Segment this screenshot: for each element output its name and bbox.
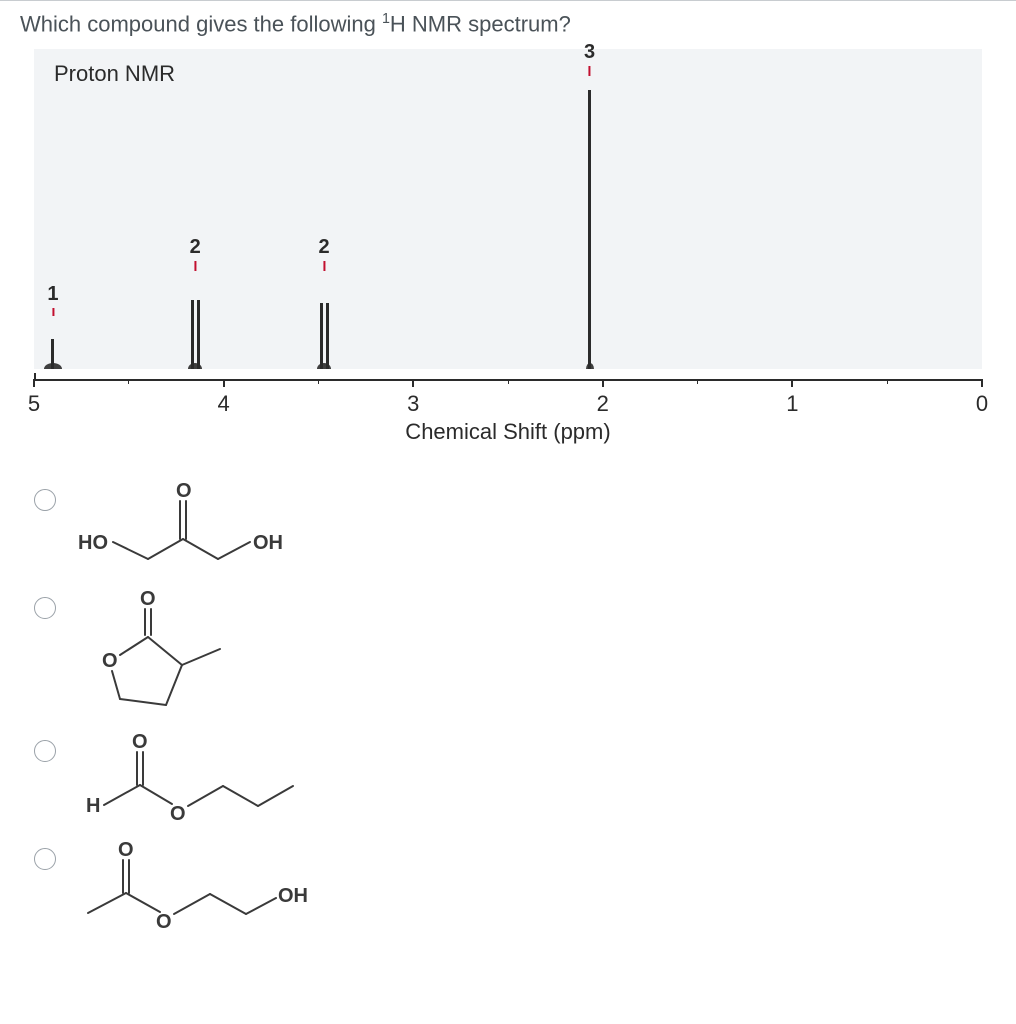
label-O-top-c: O [132,731,148,753]
label-H: H [86,795,100,817]
axis-title: Chemical Shift (ppm) [405,419,610,445]
nmr-peak [320,303,323,369]
nmr-peak [197,300,200,369]
question-super: 1 [382,11,390,27]
axis-tick-label: 2 [597,391,609,417]
radio-d[interactable] [34,848,56,870]
integration-label: 2 [190,236,201,271]
spectrum-title: Proton NMR [54,61,175,87]
axis-tick-label: 3 [407,391,419,417]
nmr-spectrum: Proton NMR 1223 Chemical Shift (ppm) 543… [34,49,982,449]
molecule-a: HO O OH [78,479,318,579]
option-a[interactable]: HO O OH [34,479,982,579]
axis-minor-tick [508,379,509,384]
integration-label: 1 [47,283,58,316]
label-HO: HO [78,532,108,554]
answer-options: HO O OH O [0,479,1016,928]
label-O-center: O [176,480,192,502]
axis-tick-label: 0 [976,391,988,417]
molecule-c: H O O [78,730,328,830]
axis-minor-tick [318,379,319,384]
axis-tick [33,379,35,387]
option-b[interactable]: O O [34,587,982,722]
integration-label: 2 [319,236,330,271]
question-suffix: H NMR spectrum? [390,11,571,36]
label-O-ester-d: O [156,911,172,928]
axis-tick [602,379,604,387]
question-stem: Which compound gives the following 1H NM… [0,1,1016,49]
molecule-b: O O [78,587,278,722]
label-O-top: O [140,588,156,610]
label-OH-right: OH [253,532,283,554]
radio-c[interactable] [34,740,56,762]
option-c[interactable]: H O O [34,730,982,830]
label-O-ring: O [102,650,118,672]
radio-a[interactable] [34,489,56,511]
label-O-top-d: O [118,839,134,861]
x-axis: Chemical Shift (ppm) 543210 [34,369,982,449]
nmr-peak [326,303,329,369]
axis-tick-label: 5 [28,391,40,417]
axis-tick [223,379,225,387]
axis-tick [791,379,793,387]
integration-label: 3 [584,41,595,76]
axis-minor-tick [887,379,888,384]
label-O-ester-c: O [170,803,186,825]
axis-tick [412,379,414,387]
option-d[interactable]: O O OH [34,838,982,928]
axis-tick-label: 1 [786,391,798,417]
nmr-peak [588,90,591,369]
molecule-d: O O OH [78,838,338,928]
question-prefix: Which compound gives the following [20,11,382,36]
nmr-peak [191,300,194,369]
axis-tick-label: 4 [217,391,229,417]
axis-minor-tick [697,379,698,384]
axis-minor-tick [128,379,129,384]
label-OH-d: OH [278,885,308,907]
radio-b[interactable] [34,597,56,619]
nmr-peak [51,339,54,369]
axis-tick [981,379,983,387]
